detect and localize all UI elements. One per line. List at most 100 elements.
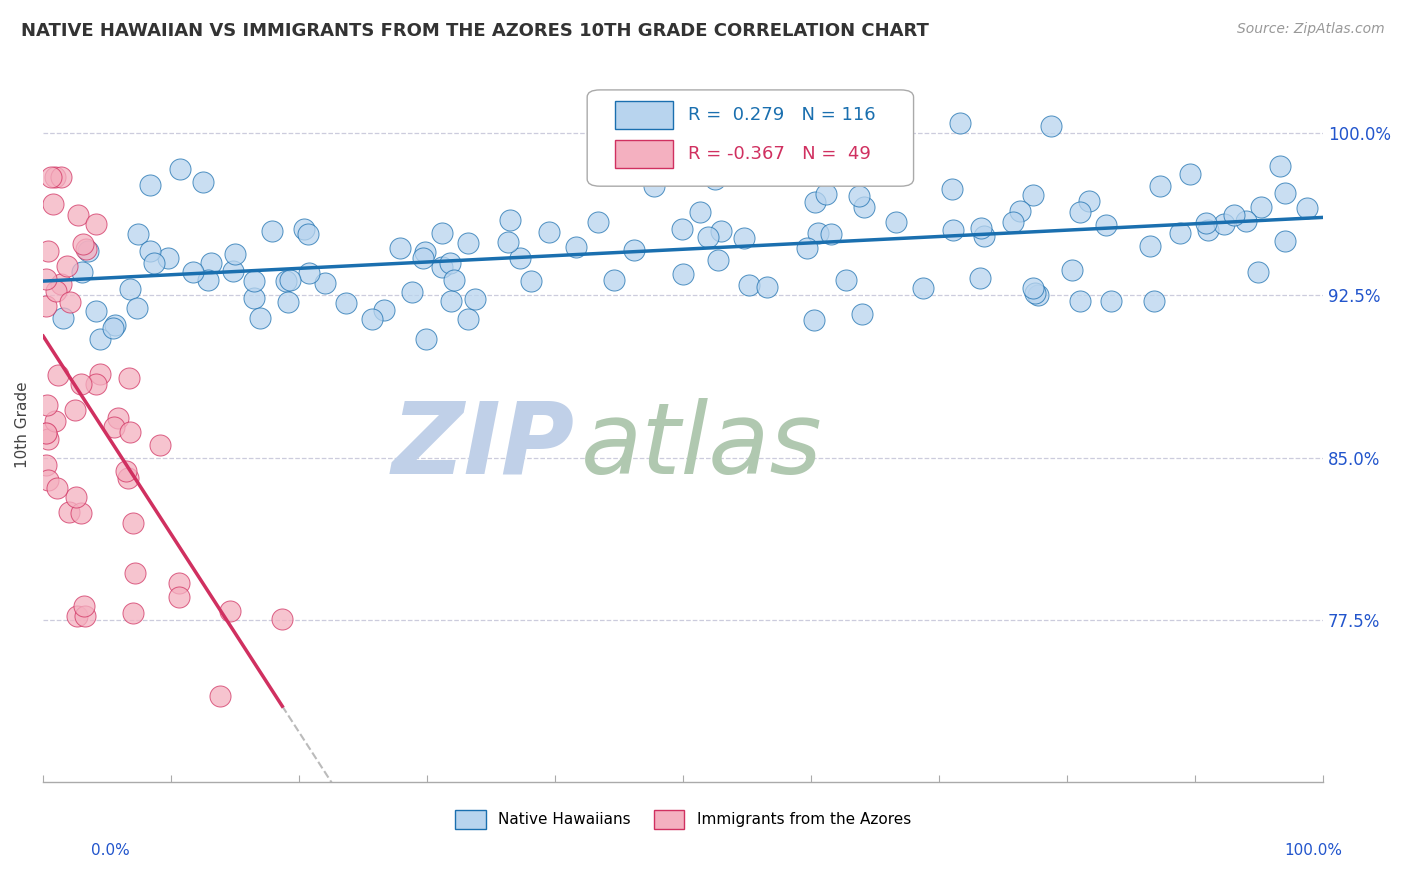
Point bbox=[224, 246, 246, 260]
FancyBboxPatch shape bbox=[588, 90, 914, 186]
Point bbox=[104, 318, 127, 332]
Point bbox=[689, 204, 711, 219]
Point bbox=[1247, 265, 1270, 279]
Point bbox=[335, 296, 357, 310]
Point bbox=[852, 200, 875, 214]
Text: ZIP: ZIP bbox=[391, 398, 575, 495]
Point bbox=[52, 310, 75, 325]
Point bbox=[72, 236, 94, 251]
Point bbox=[262, 224, 284, 238]
Text: NATIVE HAWAIIAN VS IMMIGRANTS FROM THE AZORES 10TH GRADE CORRELATION CHART: NATIVE HAWAIIAN VS IMMIGRANTS FROM THE A… bbox=[21, 22, 929, 40]
Point bbox=[710, 224, 733, 238]
Point bbox=[1236, 214, 1258, 228]
Point bbox=[208, 689, 231, 703]
Point bbox=[848, 188, 870, 202]
Point bbox=[496, 235, 519, 249]
Point bbox=[412, 251, 434, 265]
Point bbox=[1069, 204, 1091, 219]
Point bbox=[820, 227, 842, 242]
Point bbox=[756, 280, 779, 294]
Point bbox=[35, 300, 58, 314]
Point bbox=[1002, 215, 1025, 229]
Point bbox=[191, 175, 214, 189]
Point bbox=[75, 242, 97, 256]
Point bbox=[814, 186, 837, 201]
Point bbox=[114, 464, 136, 478]
Point bbox=[1295, 201, 1317, 215]
Point bbox=[803, 195, 825, 210]
Point bbox=[1039, 119, 1062, 133]
Point bbox=[1139, 239, 1161, 253]
Point bbox=[242, 274, 264, 288]
Point bbox=[1168, 226, 1191, 240]
Point bbox=[537, 225, 560, 239]
Point bbox=[51, 277, 73, 291]
Point bbox=[197, 273, 219, 287]
Point bbox=[276, 274, 298, 288]
Point bbox=[696, 229, 718, 244]
Point bbox=[139, 244, 162, 259]
Point bbox=[796, 242, 818, 256]
Text: 0.0%: 0.0% bbox=[91, 843, 131, 858]
Point bbox=[360, 312, 382, 326]
Point bbox=[969, 271, 991, 285]
Point bbox=[1022, 281, 1045, 295]
Point bbox=[124, 566, 146, 581]
Point bbox=[49, 169, 72, 184]
Point bbox=[1024, 286, 1046, 301]
Point bbox=[1213, 217, 1236, 231]
Point bbox=[440, 294, 463, 309]
Point bbox=[1026, 288, 1049, 302]
Point bbox=[84, 376, 107, 391]
Point bbox=[851, 307, 873, 321]
Point bbox=[1062, 263, 1084, 277]
Point bbox=[1250, 200, 1272, 214]
Point bbox=[623, 243, 645, 257]
Point bbox=[519, 274, 541, 288]
Point bbox=[509, 251, 531, 265]
Point bbox=[157, 251, 180, 265]
Point bbox=[249, 311, 271, 326]
Point bbox=[430, 226, 453, 240]
Point bbox=[1178, 167, 1201, 181]
Legend: Native Hawaiians, Immigrants from the Azores: Native Hawaiians, Immigrants from the Az… bbox=[450, 804, 917, 835]
Point bbox=[35, 426, 58, 441]
Point bbox=[969, 221, 991, 235]
Point bbox=[167, 575, 190, 590]
Point bbox=[56, 259, 79, 273]
Point bbox=[70, 376, 93, 391]
Point bbox=[1274, 234, 1296, 248]
Y-axis label: 10th Grade: 10th Grade bbox=[15, 382, 30, 468]
Point bbox=[884, 215, 907, 229]
Point bbox=[77, 244, 100, 258]
Point bbox=[65, 491, 87, 505]
Point bbox=[125, 301, 148, 315]
Point bbox=[45, 284, 67, 298]
Point bbox=[1197, 222, 1219, 236]
Point bbox=[704, 172, 727, 186]
Point bbox=[443, 273, 465, 287]
Point bbox=[413, 245, 436, 260]
Point bbox=[58, 505, 80, 519]
Point bbox=[1099, 293, 1122, 308]
Point bbox=[84, 303, 107, 318]
Point bbox=[733, 231, 755, 245]
Point bbox=[1149, 179, 1171, 194]
Point bbox=[67, 208, 90, 222]
Point bbox=[464, 292, 486, 306]
Point bbox=[707, 253, 730, 268]
Point bbox=[942, 223, 965, 237]
Point bbox=[169, 161, 191, 176]
Point bbox=[499, 212, 522, 227]
Point bbox=[271, 612, 294, 626]
Point bbox=[103, 321, 125, 335]
Point bbox=[127, 227, 149, 242]
Point bbox=[46, 368, 69, 383]
Point bbox=[121, 606, 143, 620]
Point bbox=[142, 256, 165, 270]
Point bbox=[603, 272, 626, 286]
Point bbox=[292, 222, 315, 236]
Point bbox=[219, 604, 242, 618]
Point bbox=[457, 312, 479, 326]
Point bbox=[1142, 294, 1164, 309]
